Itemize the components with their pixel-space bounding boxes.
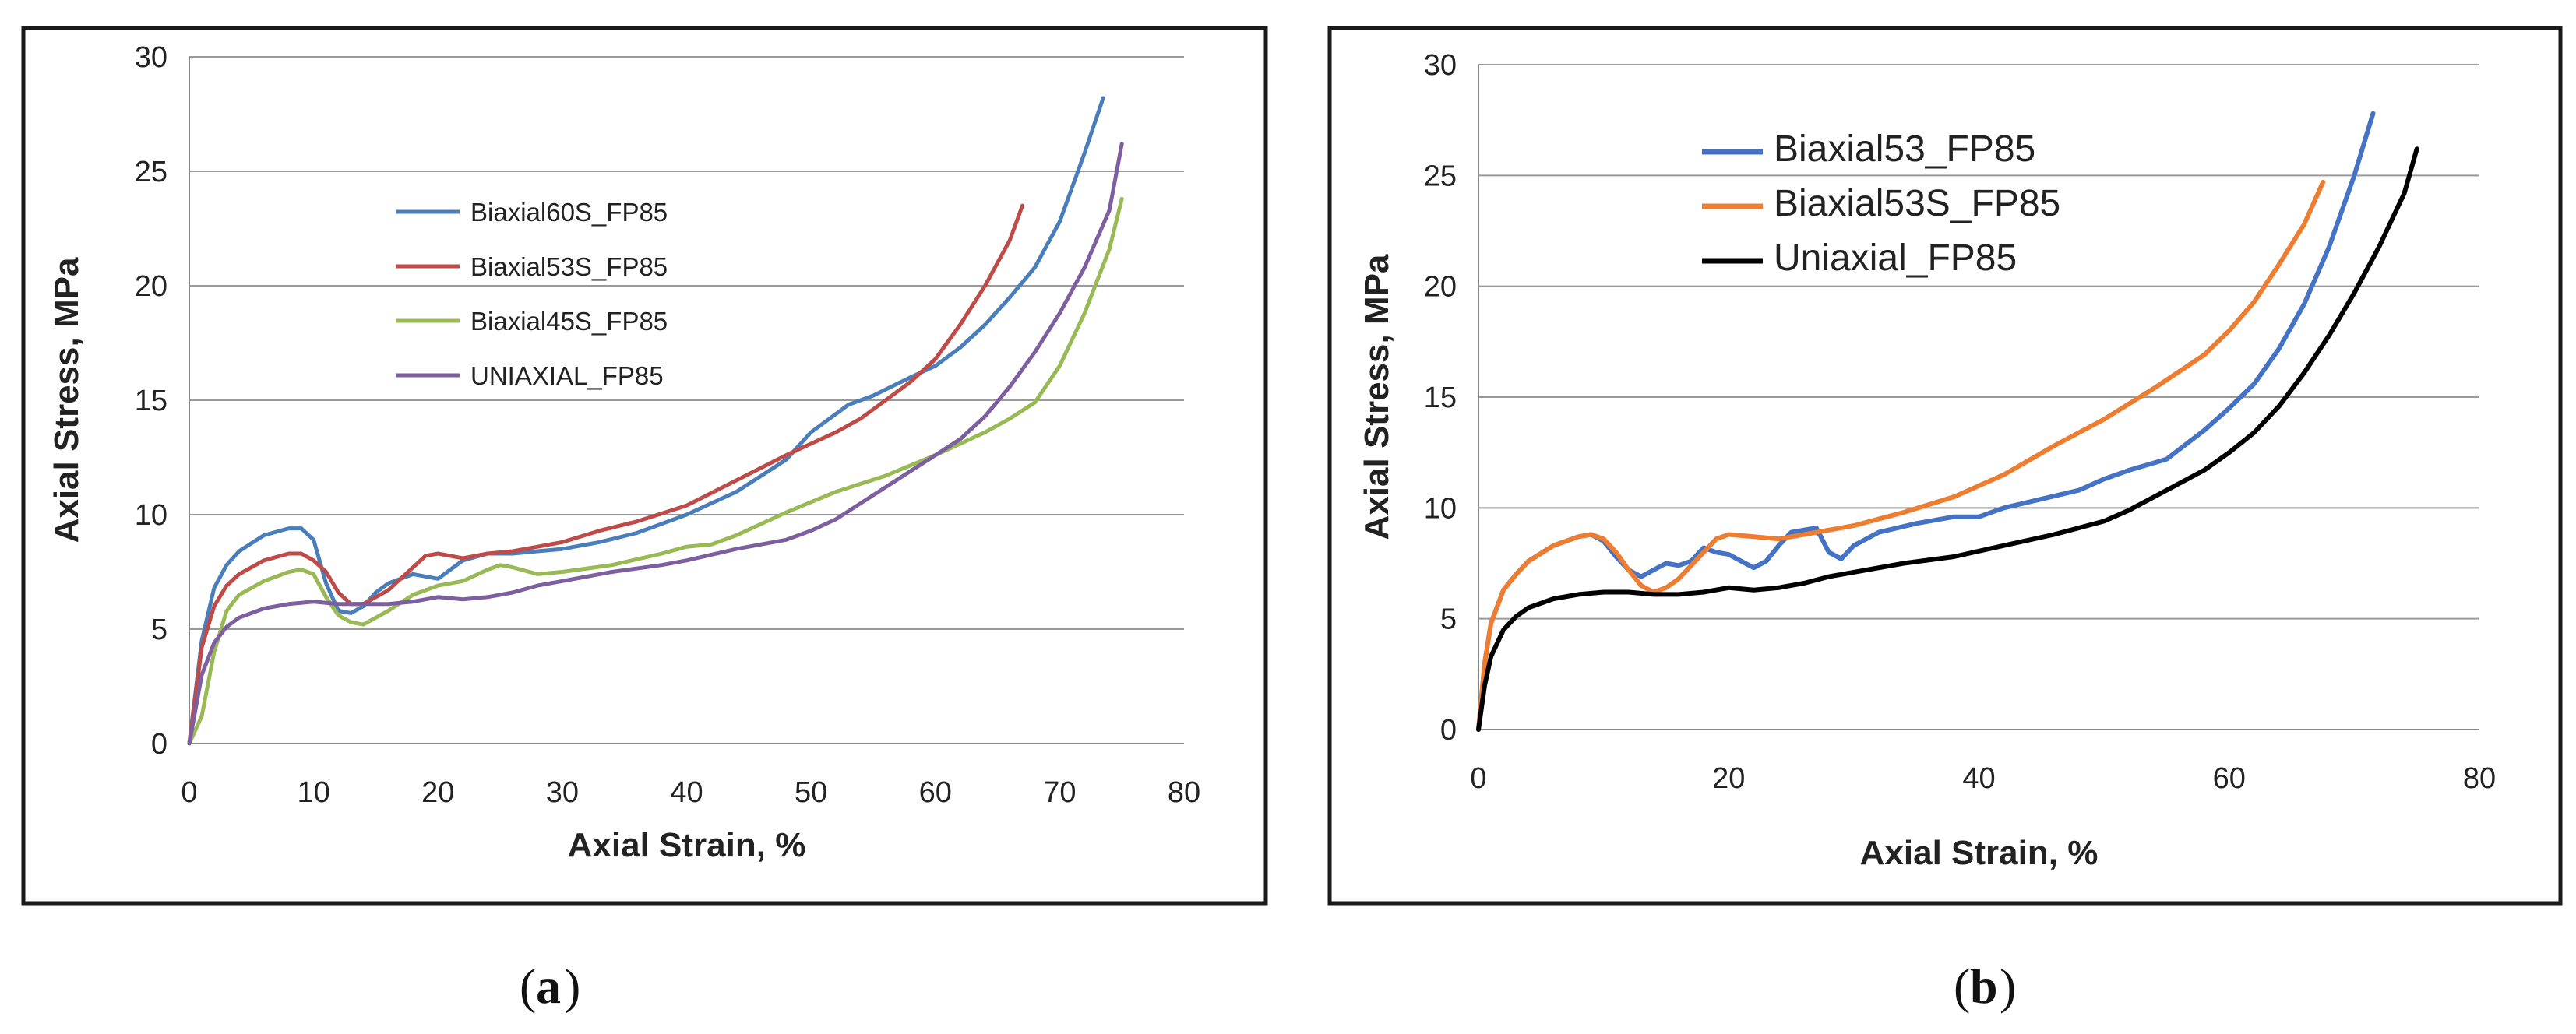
series-line-a-4 <box>187 142 1124 746</box>
series-line-a-2 <box>187 203 1024 746</box>
x-tick-label-b: 0 <box>1470 762 1486 795</box>
y-tick-label-a: 10 <box>135 499 167 532</box>
panel-a-frame <box>21 26 1268 906</box>
legend-label-a-4: UNIAXIAL_FP85 <box>470 361 664 390</box>
x-tick-label-b: 20 <box>1712 762 1745 795</box>
x-tick-label-a: 10 <box>297 776 329 809</box>
y-tick-label-b: 20 <box>1424 271 1457 304</box>
x-tick-label-a: 40 <box>670 776 703 809</box>
y-tick-label-a: 25 <box>135 156 167 188</box>
x-tick-label-a: 60 <box>919 776 952 809</box>
series-line-a-3 <box>187 196 1124 746</box>
y-tick-label-a: 15 <box>135 385 167 417</box>
legend-label-a-2: Biaxial53S_FP85 <box>470 252 668 281</box>
y-axis-title-a: Axial Stress, MPa <box>48 257 86 543</box>
caption-a-close-paren: ) <box>564 958 580 1014</box>
caption-b-open-paren: ( <box>1954 958 1970 1014</box>
x-axis-title-b: Axial Strain, % <box>1860 834 2099 872</box>
series-line-b-3 <box>1476 146 2419 732</box>
y-tick-label-a: 20 <box>135 270 167 303</box>
caption-a-open-paren: ( <box>520 958 536 1014</box>
x-tick-label-a: 50 <box>795 776 827 809</box>
x-tick-label-b: 40 <box>1962 762 1995 795</box>
chart-panel-a: 0 5 10 15 20 25 30 0 10 20 30 40 50 60 70 80 Axial Strai… <box>48 41 1200 864</box>
y-axis-title-b: Axial Stress, MPa <box>1358 254 1396 540</box>
legend-label-b-1: Biaxial53_FP85 <box>1774 128 2035 170</box>
x-tick-label-b: 80 <box>2463 762 2496 795</box>
x-tick-label-a: 20 <box>421 776 454 809</box>
y-tick-label-b: 10 <box>1424 492 1457 525</box>
x-tick-label-a: 70 <box>1043 776 1076 809</box>
x-axis-title-a: Axial Strain, % <box>568 826 806 864</box>
legend-label-b-3: Uniaxial_FP85 <box>1774 237 2017 279</box>
chart-panel-b: 0 5 10 15 20 25 30 0 20 40 60 80 Axial Strain, % Axia… <box>1358 49 2496 872</box>
x-tick-label-a: 0 <box>181 776 197 809</box>
y-tick-label-a: 30 <box>135 41 167 74</box>
y-tick-label-b: 5 <box>1440 603 1457 636</box>
legend-label-a-3: Biaxial45S_FP85 <box>470 307 668 336</box>
y-tick-label-a: 0 <box>151 728 167 761</box>
legend-label-a-1: Biaxial60S_FP85 <box>470 198 668 227</box>
y-tick-label-b: 0 <box>1440 714 1457 747</box>
caption-b-close-paren: ) <box>2000 958 2016 1014</box>
caption-a-label: a <box>536 958 561 1014</box>
caption-b-label: b <box>1970 958 1998 1014</box>
x-tick-label-a: 30 <box>546 776 579 809</box>
series-line-b-2 <box>1476 179 2326 732</box>
y-tick-label-b: 25 <box>1424 160 1457 192</box>
x-tick-label-b: 60 <box>2213 762 2246 795</box>
legend-label-b-2: Biaxial53S_FP85 <box>1774 183 2060 224</box>
y-tick-label-b: 15 <box>1424 382 1457 414</box>
y-tick-label-a: 5 <box>151 614 167 646</box>
series-line-a-1 <box>187 96 1105 746</box>
y-tick-label-b: 30 <box>1424 49 1457 82</box>
x-tick-label-a: 80 <box>1168 776 1200 809</box>
